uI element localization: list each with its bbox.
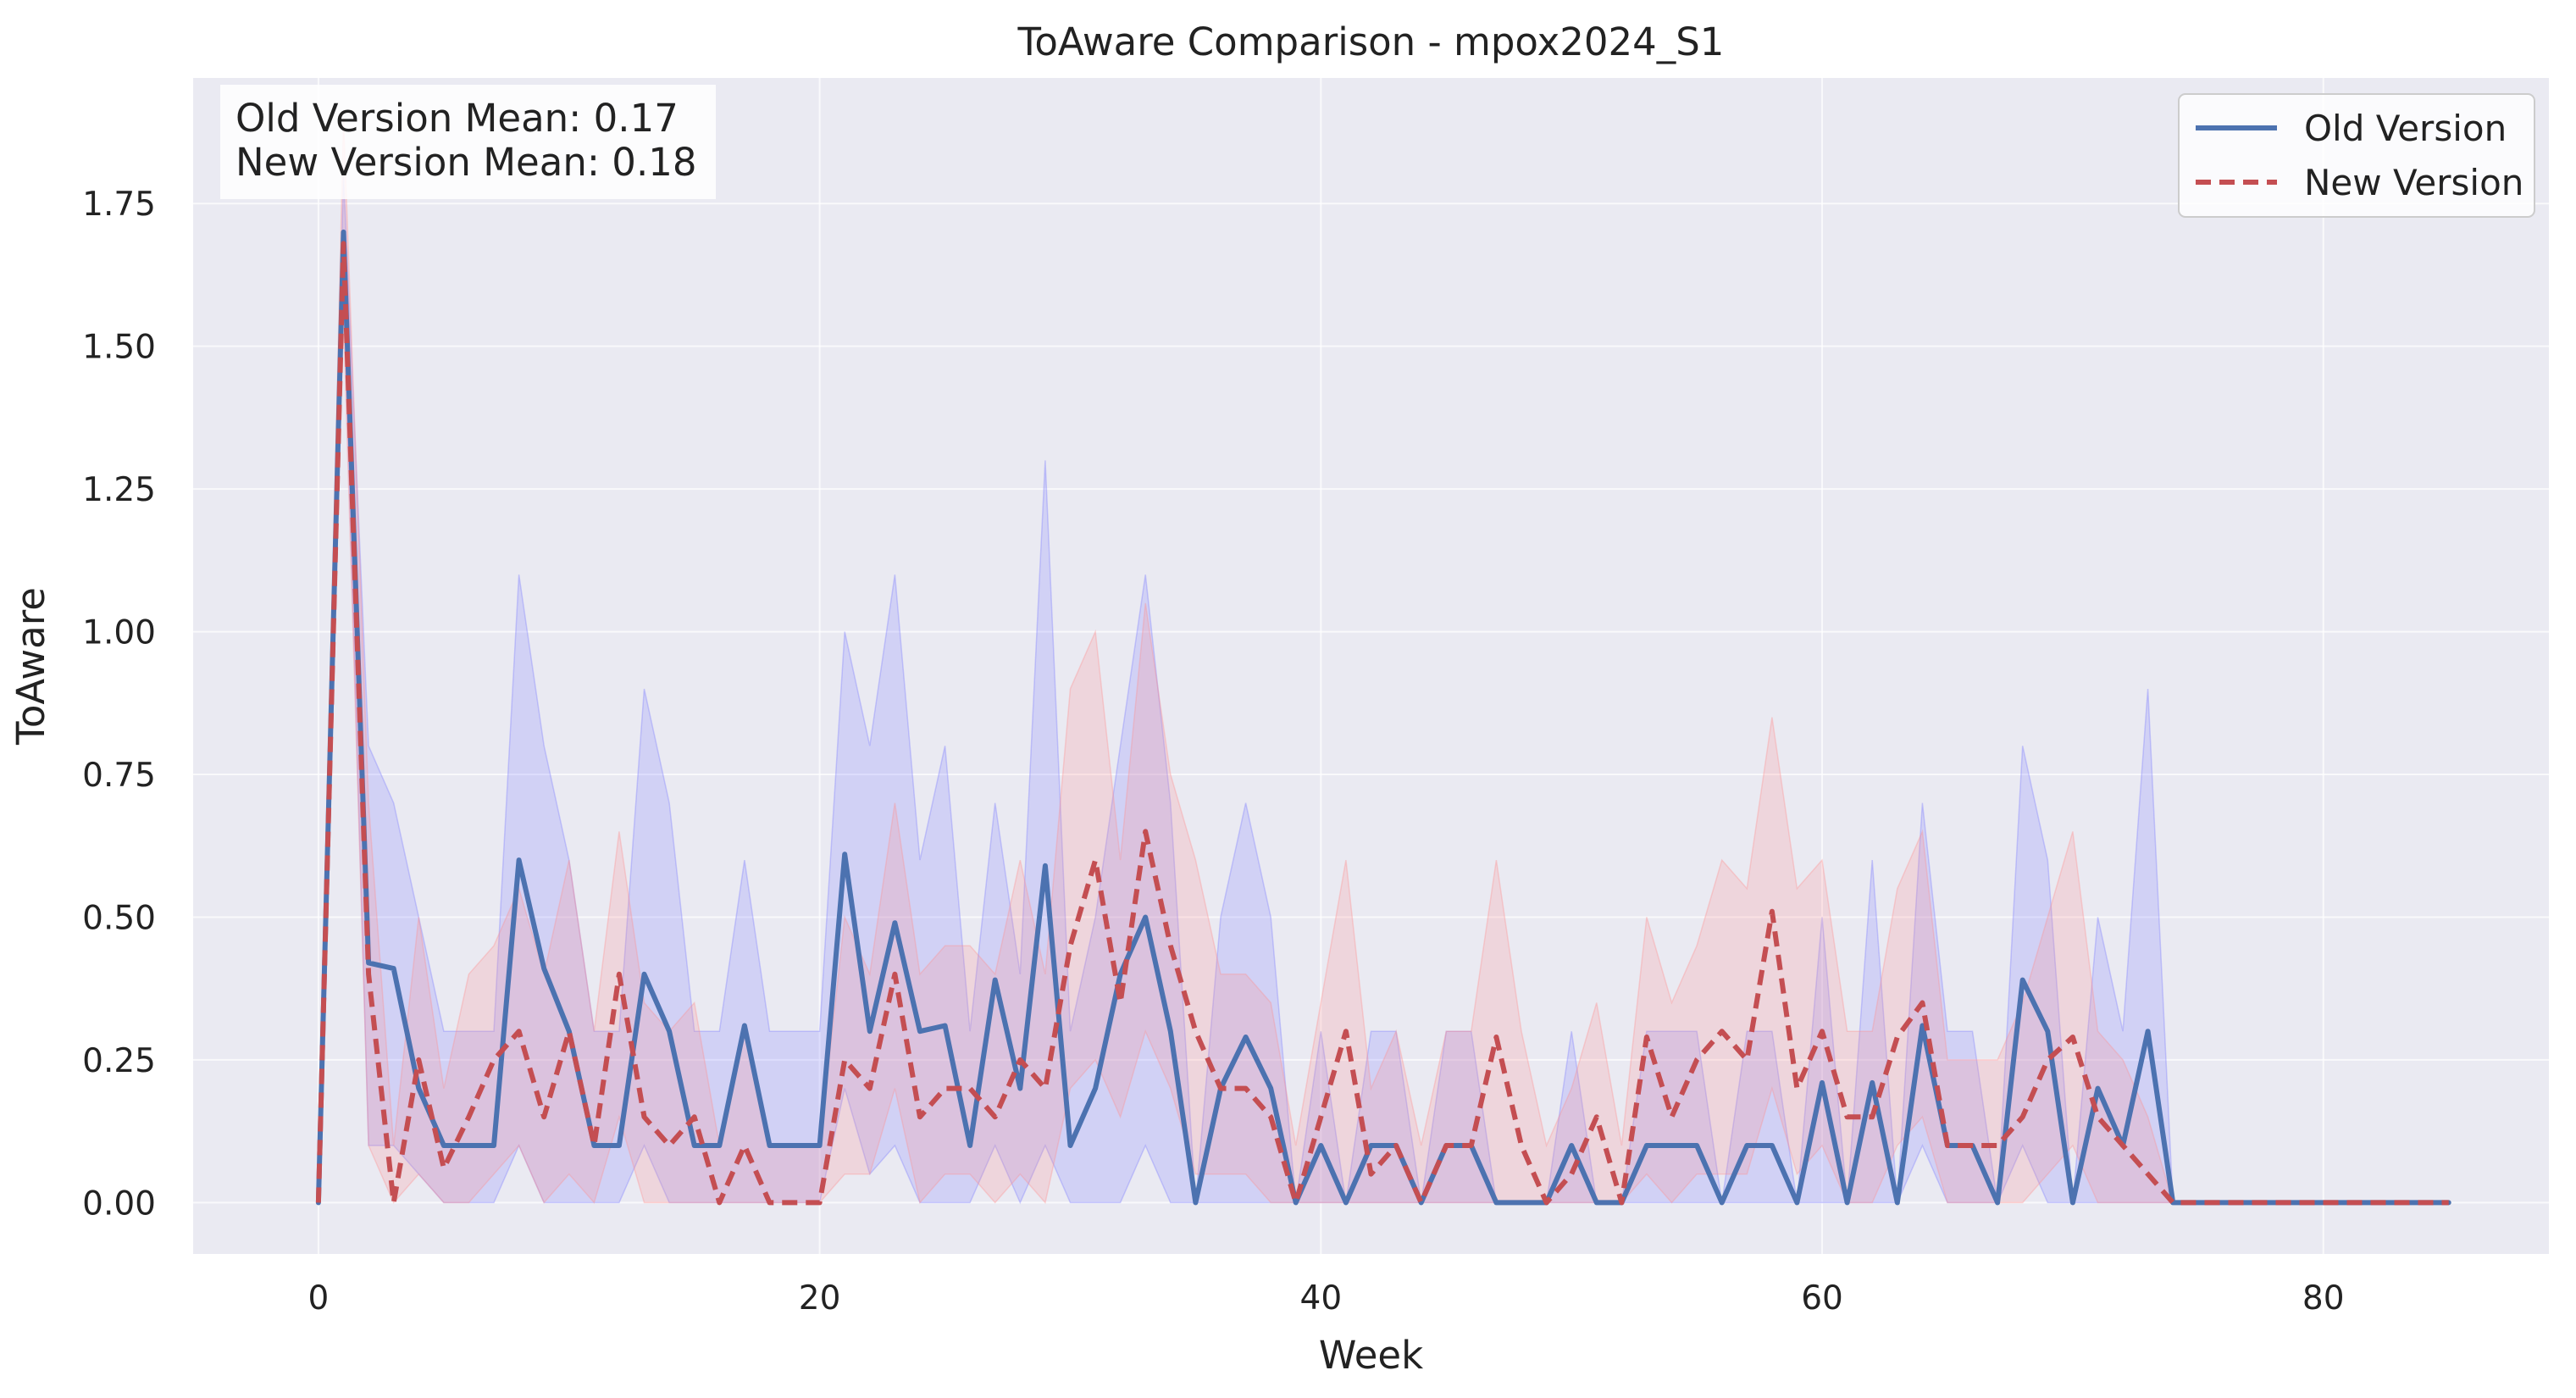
y-tick-label: 1.00 <box>82 614 156 652</box>
plot-background <box>193 78 2549 1254</box>
y-tick-label: 0.75 <box>82 757 156 795</box>
y-tick-label: 0.25 <box>82 1042 156 1080</box>
x-tick-label: 20 <box>799 1279 841 1318</box>
series-line-new-version <box>315 241 2449 1206</box>
y-tick-label: 0.00 <box>82 1184 156 1223</box>
y-axis-title: ToAware <box>8 587 53 746</box>
chart-title: ToAware Comparison - mpox2024_S1 <box>1017 19 1725 64</box>
y-axis-ticks: 0.00 0.25 0.50 0.75 1.00 1.25 1.50 1.75 <box>82 186 156 1223</box>
legend-background <box>2178 93 2535 218</box>
y-tick-label: 1.25 <box>82 471 156 509</box>
stats-box-background <box>220 85 716 199</box>
band-old-version <box>318 175 2449 1205</box>
x-tick-label: 40 <box>1300 1279 1343 1318</box>
plot-area <box>193 78 2549 1254</box>
y-tick-label: 1.50 <box>82 329 156 367</box>
legend-label-new-version: New Version <box>2304 162 2523 203</box>
band-new-version <box>318 118 2449 1205</box>
stats-new-mean: New Version Mean: 0.18 <box>235 140 697 185</box>
y-tick-label: 0.50 <box>82 899 156 937</box>
legend-label-old-version: Old Version <box>2304 108 2507 149</box>
legend: Old Version New Version <box>2178 93 2535 218</box>
x-tick-label: 80 <box>2302 1279 2345 1318</box>
x-tick-label: 0 <box>308 1279 330 1318</box>
x-tick-label: 60 <box>1801 1279 1843 1318</box>
y-tick-label: 1.75 <box>82 186 156 224</box>
x-axis-ticks: 0 20 40 60 80 <box>308 1279 2345 1318</box>
stats-old-mean: Old Version Mean: 0.17 <box>235 96 679 141</box>
stats-box: Old Version Mean: 0.17 New Version Mean:… <box>220 85 716 199</box>
gridlines <box>193 78 2549 1254</box>
x-axis-title: Week <box>1319 1333 1423 1378</box>
